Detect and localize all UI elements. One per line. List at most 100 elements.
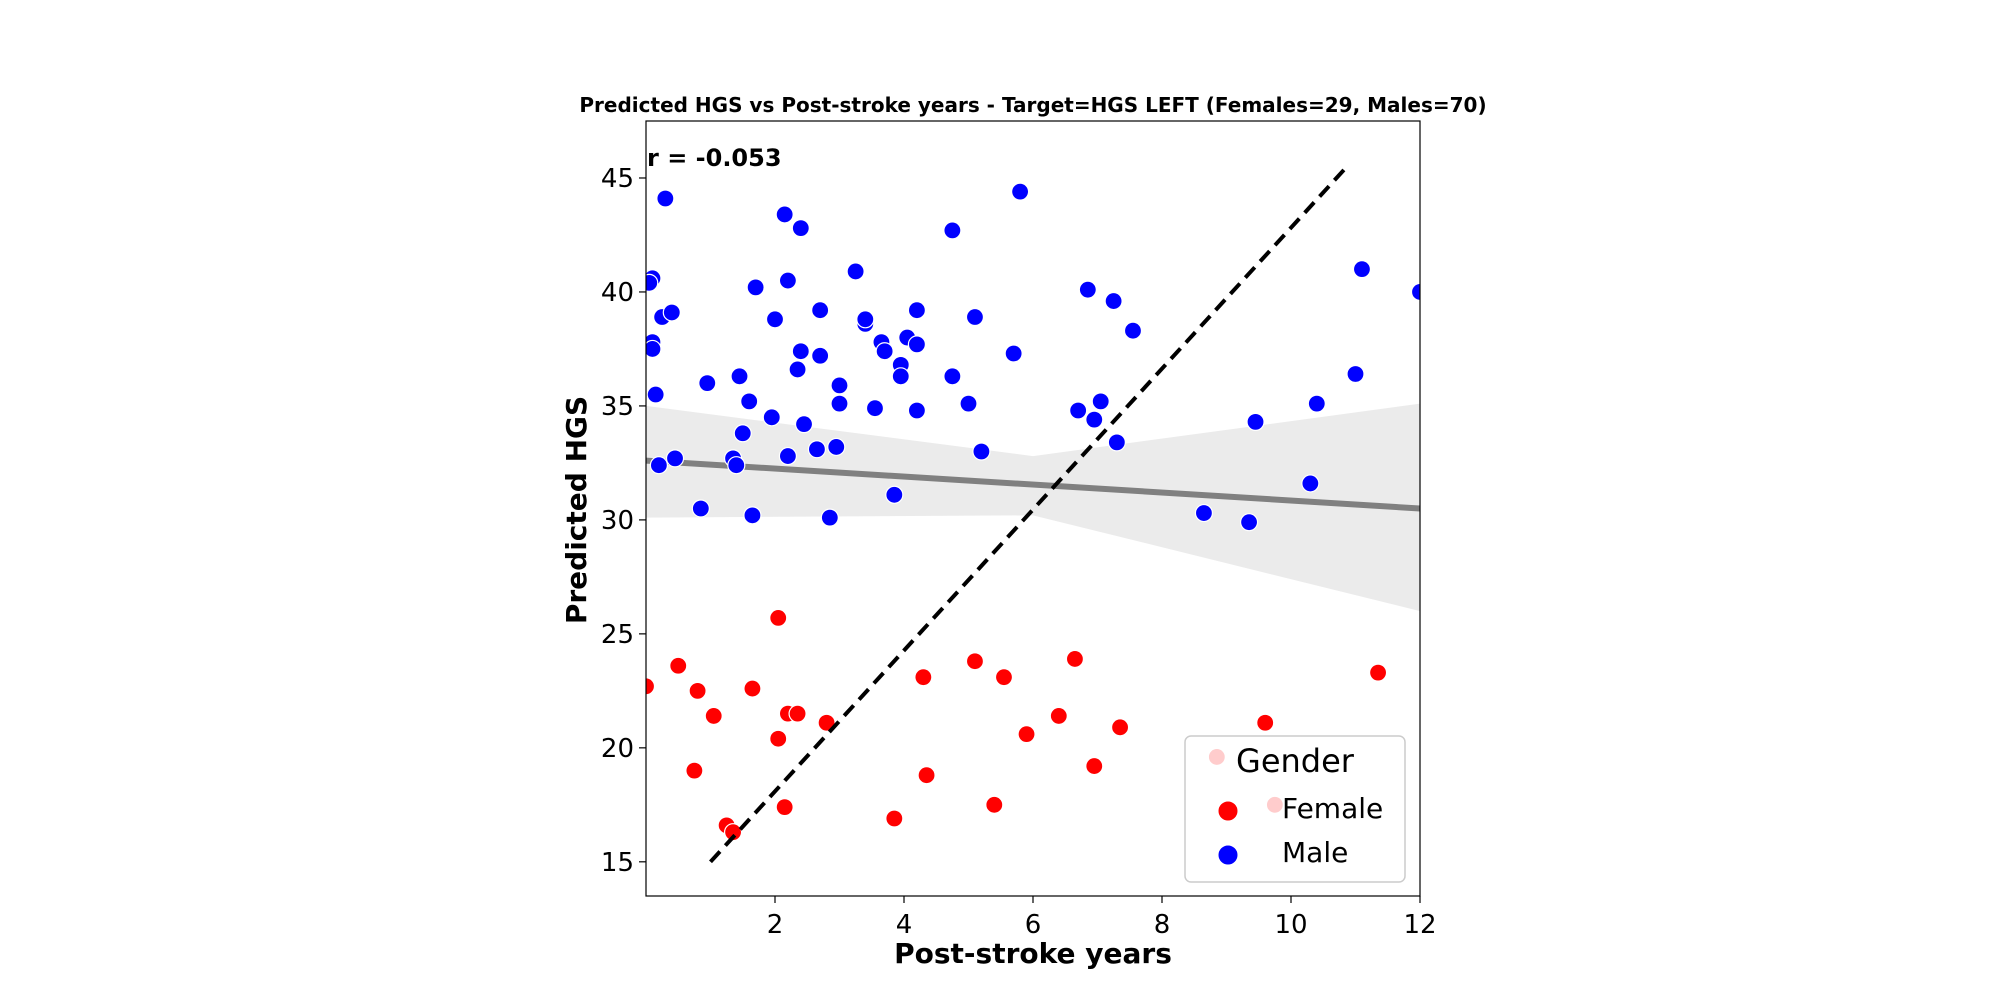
- scatter-point-male: [1246, 412, 1265, 431]
- scatter-point-female: [704, 706, 723, 726]
- confidence-band-layer: [646, 403, 1420, 612]
- scatter-point-female: [769, 608, 788, 628]
- scatter-point-male: [943, 221, 962, 240]
- identity-layer: [709, 162, 1351, 864]
- scatter-point-female: [769, 729, 788, 748]
- scatter-point-male: [1004, 344, 1023, 363]
- scatter-point-female: [885, 809, 904, 828]
- legend-male-label: Male: [1282, 836, 1348, 869]
- confidence-band: [646, 403, 1420, 612]
- scatter-point-male: [907, 301, 927, 320]
- scatter-point-male: [827, 437, 846, 457]
- scatter-point-male: [1352, 260, 1372, 279]
- scatter-point-male: [1078, 280, 1097, 299]
- scatter-point-female: [688, 681, 707, 700]
- scatter-point-male: [1301, 474, 1320, 493]
- scatter-point-male: [1085, 410, 1104, 429]
- x-axis-label: Post-stroke years: [894, 937, 1172, 970]
- scatter-point-male: [665, 449, 685, 468]
- scatter-point-male: [788, 360, 807, 379]
- scatter-point-female: [1085, 756, 1104, 776]
- scatter-point-female: [985, 795, 1004, 814]
- scatter-point-male: [691, 499, 710, 518]
- scatter-point-male: [1346, 364, 1365, 384]
- scatter-point-male: [794, 415, 814, 434]
- scatter-point-male: [965, 307, 985, 327]
- scatter-point-female: [1110, 718, 1130, 737]
- x-tick-label: 4: [896, 910, 913, 940]
- y-tick-label: 35: [601, 392, 634, 422]
- legend-title: Gender: [1236, 742, 1355, 780]
- scatter-point-female: [646, 677, 656, 696]
- y-tick-label: 40: [601, 278, 634, 308]
- scatter-point-female: [1256, 713, 1275, 732]
- scatter-point-female: [965, 652, 985, 671]
- x-tick-label: 8: [1154, 910, 1171, 940]
- scatter-point-male: [656, 189, 675, 208]
- scatter-point-female: [1065, 649, 1085, 669]
- scatter-point-female: [685, 761, 704, 780]
- scatter-point-male: [1410, 282, 1420, 302]
- female-points: [646, 608, 1388, 842]
- scatter-point-male: [865, 399, 885, 418]
- correlation-annotation: r = -0.053: [647, 144, 782, 172]
- scatter-point-male: [1069, 401, 1088, 420]
- x-tick-label: 10: [1274, 910, 1307, 940]
- scatter-point-female: [743, 679, 762, 698]
- scatter-point-male: [743, 506, 762, 525]
- x-tick-label: 2: [767, 910, 784, 940]
- scatter-point-male: [740, 392, 759, 411]
- scatter-point-female: [1017, 725, 1036, 744]
- y-axis-label: Predicted HGS: [560, 396, 593, 624]
- scatter-point-male: [778, 446, 798, 466]
- y-tick-label: 20: [601, 734, 634, 764]
- scatter-point-male: [830, 376, 849, 395]
- chart-title: Predicted HGS vs Post-stroke years - Tar…: [579, 93, 1486, 117]
- scatter-point-male: [856, 310, 875, 329]
- legend-male-marker: [1217, 844, 1239, 866]
- scatter-point-male: [820, 508, 839, 527]
- scatter-point-male: [762, 408, 781, 427]
- x-tick-label: 12: [1403, 910, 1436, 940]
- scatter-point-male: [698, 374, 717, 393]
- x-tick-label: 6: [1025, 910, 1042, 940]
- scatter-point-female: [1368, 663, 1388, 682]
- scatter-point-male: [791, 342, 810, 361]
- scatter-point-male: [907, 335, 927, 354]
- legend: Gender Female Male: [1184, 735, 1406, 883]
- scatter-point-male: [1307, 394, 1326, 413]
- scatter-point-male: [646, 339, 662, 359]
- scatter-point-male: [1091, 392, 1110, 411]
- scatter-point-female: [917, 766, 936, 785]
- scatter-point-male: [1239, 513, 1259, 532]
- scatter-point-female: [775, 798, 794, 817]
- scatter-point-male: [811, 301, 830, 320]
- scatter-point-male: [907, 401, 927, 420]
- scatter-point-female: [1049, 706, 1068, 726]
- scatter-point-male: [646, 273, 659, 292]
- scatter-point-male: [1107, 433, 1126, 452]
- scatter-point-male: [959, 394, 978, 413]
- scatter-point-male: [662, 303, 681, 322]
- scatter-point-male: [972, 442, 991, 461]
- scatter-point-male: [775, 205, 794, 224]
- scatter-point-male: [649, 456, 669, 475]
- scatter-point-male: [1010, 182, 1030, 201]
- scatter-point-male: [746, 278, 765, 297]
- scatter-point-female: [788, 704, 807, 723]
- scatter-point-male: [943, 367, 962, 386]
- regression-line: [646, 457, 1420, 512]
- y-tick-label: 15: [601, 848, 634, 878]
- identity-line: [709, 162, 1351, 864]
- legend-female-marker: [1217, 800, 1239, 822]
- scatter-point-male: [807, 440, 827, 459]
- scatter-point-male: [1194, 503, 1214, 523]
- y-tick-label: 45: [601, 164, 634, 194]
- regression-layer: [646, 457, 1420, 512]
- scatter-point-male: [765, 310, 785, 329]
- scatter-point-male: [733, 424, 752, 443]
- scatter-point-male: [811, 346, 830, 365]
- y-axis-ticks: 15 20 25 30 35 40 45: [601, 164, 646, 878]
- scatter-point-male: [846, 262, 865, 281]
